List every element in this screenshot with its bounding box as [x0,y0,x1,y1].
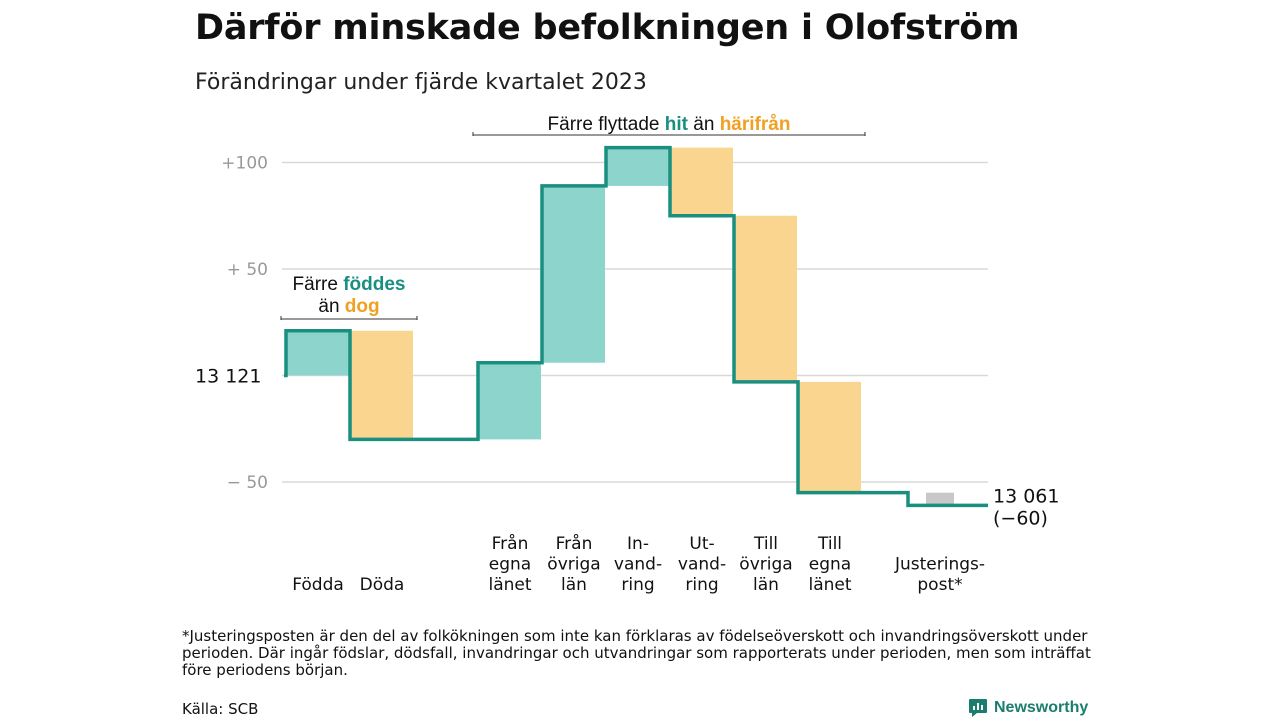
category-label: ring [685,575,718,595]
waterfall-bar [926,492,954,506]
cumulative-step-line [284,145,988,508]
category-label: Från [556,533,593,554]
annotation-text: Färre föddes [293,274,406,295]
start-value-label: 13 121 [195,366,261,388]
category-label: län [561,575,587,595]
category-label: In- [627,534,649,554]
waterfall-bar [287,330,349,376]
y-tick-label: +100 [221,154,268,174]
annotation-segment: föddes [343,274,405,295]
waterfall-bar [479,362,541,440]
annotation-text: Färre flyttade hit än härifrån [548,114,791,135]
source-note: Källa: SCB [182,700,259,718]
category-label: övriga [547,555,600,575]
category-label: ring [621,575,654,595]
waterfall-bar [735,215,797,382]
category-label: Från [492,533,529,554]
waterfall-bar [351,330,413,440]
brand-name: Newsworthy [994,699,1089,716]
annotation-text: än dog [318,296,379,317]
category-label: länet [808,575,851,595]
waterfall-chart: +100 + 50 − 50 13 121 13 061(−60) Födda Döda Fr… [195,114,1059,595]
annotation-segment: än [318,296,344,317]
newsworthy-brand: Newsworthy [968,696,1088,720]
annotation-segment: härifrån [720,114,791,135]
category-label: Döda [360,575,405,595]
category-label: vand- [614,555,662,575]
category-label: vand- [678,555,726,575]
category-label: Ut- [689,534,714,554]
waterfall-bar [671,147,733,216]
end-change-label: (−60) [993,507,1048,529]
waterfall-bar [799,381,861,493]
footnote: *Justeringsposten är den del av folkökni… [182,627,1091,679]
y-tick-label: − 50 [227,473,268,493]
category-label: egna [809,555,851,575]
newsworthy-logo-icon [969,699,987,717]
category-label: län [753,575,779,595]
annotation-segment: dog [345,296,380,317]
waterfall-bar [543,185,605,363]
chart-subtitle: Förändringar under fjärde kvartalet 2023 [195,70,647,95]
y-tick-label: + 50 [227,260,268,280]
annotation-segment: Färre [293,274,344,295]
category-label: Födda [292,575,344,595]
end-value-label: 13 061 [993,485,1059,507]
category-label: länet [488,575,531,595]
annotation-segment: än [688,114,720,135]
waterfall-bar [607,147,669,186]
category-label: Till [753,534,778,554]
annotation-segment: hit [665,114,689,135]
category-label: övriga [739,555,792,575]
category-label: Justerings- [894,555,985,575]
chart-title: Därför minskade befolkningen i Olofström [195,8,1020,48]
annotation-segment: Färre flyttade [548,114,665,135]
category-label: egna [489,555,531,575]
category-label: post* [917,575,962,595]
category-label: Till [817,534,842,554]
